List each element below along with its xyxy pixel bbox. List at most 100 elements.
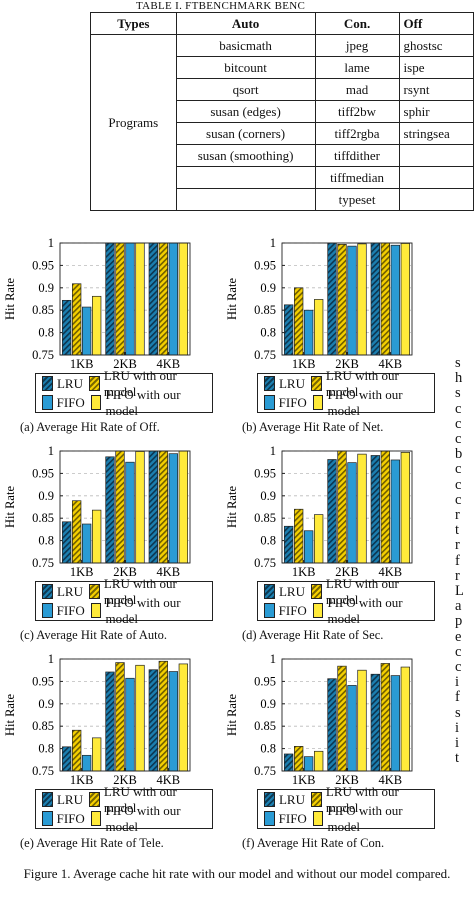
y-axis-label: Hit Rate (3, 694, 17, 736)
bar-lru_model (158, 242, 168, 356)
y-tick-label: 1 (48, 236, 54, 250)
subfigure-caption: (e) Average Hit Rate of Tele. (20, 836, 164, 850)
legend-label-fifo: FIFO (56, 602, 85, 618)
legend-label-fifo_model: FIFO with our model (327, 386, 403, 418)
bar-fifo (304, 756, 314, 772)
legend-label-lru: LRU (278, 375, 305, 391)
bar-fifo (125, 677, 135, 772)
table-cell: susan (edges) (175, 100, 316, 123)
subfigure-caption: (c) Average Hit Rate of Auto. (20, 628, 167, 642)
legend-row: LRU LRU with our model (36, 576, 212, 607)
bar-fifo_model (400, 666, 410, 772)
side-text-line: r (455, 507, 460, 524)
legend-swatch-fifo_model (312, 603, 324, 618)
plot-frame (59, 450, 191, 564)
side-text-line: p (455, 613, 463, 630)
legend-label-fifo_model: FIFO with our model (105, 802, 181, 834)
chart-legend: LRU LRU with our model FIFO FIFO with our m… (257, 784, 435, 834)
bar-fifo (82, 523, 92, 564)
bar-lru (284, 304, 294, 356)
y-tick-label: 1 (48, 444, 54, 458)
legend-swatch-lru (264, 792, 275, 807)
y-tick-label: 0.8 (38, 534, 54, 548)
y-tick-label: 0.85 (254, 719, 276, 733)
bar-fifo_model (400, 243, 410, 356)
legend-swatch-fifo (264, 395, 275, 410)
table-cell: sphir (398, 100, 474, 123)
y-tick-label: 0.9 (260, 697, 276, 711)
legend-row: LRU LRU with our model (36, 784, 212, 815)
legend-swatch-lru (42, 376, 53, 391)
bar-fifo_model (357, 453, 367, 564)
bar-fifo_model (92, 509, 102, 564)
table-cell: qsort (175, 78, 316, 101)
bar-lru_model (115, 662, 125, 772)
bar-fifo (347, 462, 357, 564)
bar-fifo (82, 754, 92, 772)
bar-lru (105, 671, 115, 772)
y-tick-label: 0.95 (32, 674, 54, 688)
bar-fifo_model (135, 664, 145, 772)
legend-label-fifo_model: FIFO with our model (327, 594, 403, 626)
legend-row: FIFO FIFO with our model (36, 803, 212, 834)
side-text-line: s (455, 355, 461, 371)
y-tick-label: 0.85 (32, 719, 54, 733)
y-tick-label: 0.75 (32, 764, 54, 778)
bar-fifo_model (314, 750, 324, 772)
bar-fifo (168, 453, 178, 564)
side-text-line: c (455, 476, 462, 493)
chart-legend: LRU LRU with our model FIFO FIFO with our m… (35, 576, 213, 626)
bar-lru (284, 753, 294, 772)
y-tick-label: 0.75 (32, 556, 54, 570)
side-text-line: i (455, 735, 460, 752)
bar-fifo (390, 459, 400, 564)
bar-lru (62, 299, 72, 356)
y-tick-label: 0.95 (254, 674, 276, 688)
side-text-line: f (455, 552, 460, 569)
y-tick-label: 0.9 (38, 697, 54, 711)
bar-fifo (347, 245, 357, 356)
y-tick-label: 0.9 (38, 489, 54, 503)
bar-fifo (304, 309, 314, 356)
bar-fifo_model (400, 451, 410, 564)
legend-swatch-lru_model (88, 792, 100, 807)
y-axis-label: Hit Rate (3, 486, 17, 528)
header-auto: Auto (175, 12, 316, 35)
legend-label-fifo: FIFO (56, 810, 85, 826)
bar-fifo (125, 242, 135, 356)
table-caption: TABLE I. FTBENCHMARK BENC (136, 0, 306, 12)
bar-fifo_model (92, 737, 102, 772)
bar-lru (327, 459, 337, 564)
y-axis-label: Hit Rate (3, 278, 17, 320)
legend-swatch-fifo_model (312, 395, 324, 410)
subfigure-caption: (f) Average Hit Rate of Con. (242, 836, 385, 850)
table-cell: jpeg (314, 34, 400, 57)
subfigure-caption: (a) Average Hit Rate of Off. (20, 420, 160, 434)
side-text-line: c (455, 415, 462, 432)
side-text-line: i (455, 719, 460, 736)
legend-swatch-lru (264, 376, 275, 391)
bar-lru (62, 521, 72, 564)
table-cell: mad (314, 78, 400, 101)
chart-legend: LRU LRU with our model FIFO FIFO with our m… (257, 368, 435, 418)
legend-swatch-fifo (42, 811, 53, 826)
bar-fifo_model (92, 295, 102, 356)
bar-lru (148, 669, 158, 772)
bar-lru_model (72, 283, 82, 356)
bar-lru_model (337, 450, 347, 564)
legend-row: LRU LRU with our model (258, 368, 434, 399)
row-label-programs: Programs (90, 34, 177, 211)
bar-fifo_model (314, 514, 324, 564)
plot-frame (281, 658, 413, 772)
y-tick-label: 0.9 (260, 281, 276, 295)
header-types: Types (90, 12, 177, 35)
table-cell: typeset (314, 188, 400, 211)
bar-lru (370, 455, 380, 564)
bar-fifo (390, 244, 400, 356)
side-text-line: h (455, 370, 463, 387)
y-tick-label: 1 (270, 236, 276, 250)
bar-lru_model (380, 663, 390, 772)
legend-swatch-fifo (264, 603, 275, 618)
side-text-line: b (455, 446, 463, 463)
